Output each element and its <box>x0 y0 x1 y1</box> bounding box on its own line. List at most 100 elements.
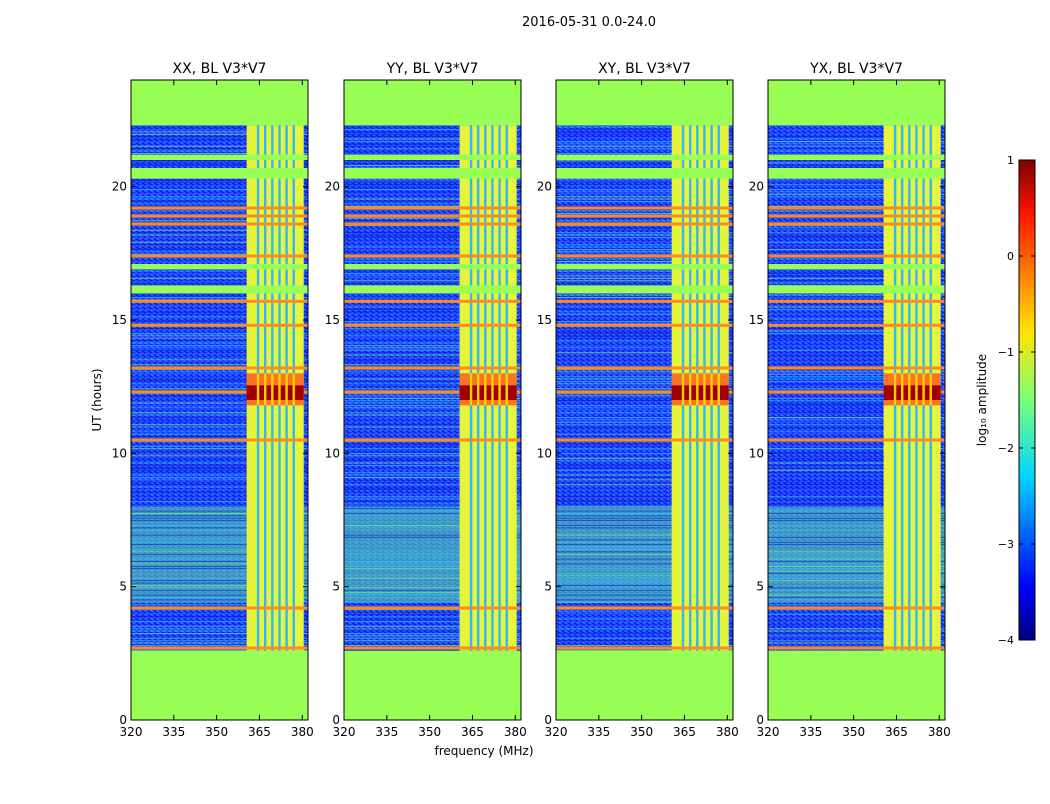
striation-row <box>131 455 308 457</box>
striation-row <box>131 181 308 183</box>
striation-row <box>344 186 521 188</box>
striation-row <box>556 587 733 589</box>
striation-row <box>556 515 733 517</box>
striation-row <box>556 330 733 332</box>
striation-row <box>131 342 308 344</box>
striation-row <box>344 397 521 399</box>
striation-row <box>768 520 945 522</box>
striation-row <box>768 210 945 212</box>
striation-row <box>768 498 945 500</box>
striation-row <box>131 205 308 207</box>
panel-frame <box>130 79 309 721</box>
striation-row <box>131 340 308 342</box>
striation-row <box>556 232 733 234</box>
striation-row <box>131 402 308 404</box>
striation-row <box>556 153 733 154</box>
striation-row <box>768 280 945 282</box>
striation-row <box>556 585 733 586</box>
striation-row <box>344 131 521 133</box>
striation-row <box>344 568 521 570</box>
striation-row <box>768 448 945 450</box>
striation-row <box>556 280 733 282</box>
striation-row <box>768 426 945 428</box>
striation-row <box>344 625 521 627</box>
striation-row <box>131 649 308 651</box>
striation-row <box>768 193 945 195</box>
flagged-gap <box>344 168 521 179</box>
striation-row <box>768 373 945 375</box>
striation-row <box>131 196 308 198</box>
striation-row <box>556 282 733 284</box>
panel-frame <box>555 79 734 721</box>
strong-row <box>344 214 521 218</box>
striation-row <box>131 220 308 222</box>
striation-row <box>131 551 308 553</box>
striation-row <box>344 165 521 166</box>
striation-row <box>768 594 945 596</box>
striation-row <box>768 412 945 414</box>
striation-row <box>131 621 308 622</box>
strong-row <box>556 206 733 210</box>
strong-row <box>556 214 733 218</box>
strong-row <box>768 438 945 442</box>
strong-row <box>556 222 733 226</box>
striation-row <box>768 249 945 250</box>
striation-row <box>344 472 521 474</box>
striation-row <box>556 577 733 579</box>
strong-row <box>131 366 308 370</box>
striation-row <box>344 496 521 498</box>
strong-row <box>556 390 733 394</box>
striation-row <box>556 352 733 354</box>
striation-row <box>768 232 945 234</box>
striation-row <box>131 150 308 152</box>
striation-row <box>556 549 733 550</box>
x-tick-label: 380 <box>716 725 739 739</box>
striation-row <box>768 136 945 138</box>
flagged-gap <box>768 285 945 294</box>
striation-row <box>344 503 521 505</box>
striation-row <box>131 381 308 382</box>
striation-row <box>131 565 308 567</box>
striation-row <box>131 244 308 246</box>
striation-row <box>131 479 308 481</box>
y-tick-label: 0 <box>119 713 127 727</box>
striation-row <box>556 167 733 169</box>
striation-row <box>556 633 733 634</box>
striation-row <box>344 234 521 236</box>
striation-row <box>768 309 945 310</box>
striation-row <box>556 496 733 498</box>
x-tick-label: 335 <box>587 725 610 739</box>
striation-row <box>131 414 308 416</box>
striation-row <box>556 520 733 522</box>
strong-row <box>344 438 521 442</box>
strong-row <box>768 646 945 650</box>
peak-channel <box>285 373 288 406</box>
striation-row <box>768 378 945 380</box>
striation-row <box>344 563 521 565</box>
striation-row <box>344 136 521 138</box>
peak-channel <box>491 373 494 406</box>
striation-row <box>768 503 945 505</box>
striation-row <box>131 645 308 646</box>
x-tick-label: 335 <box>162 725 185 739</box>
peak-channel <box>476 373 480 406</box>
x-tick-label: 320 <box>757 725 780 739</box>
y-tick-label: 5 <box>544 580 552 594</box>
striation-row <box>556 198 733 200</box>
striation-row <box>131 529 308 531</box>
striation-row <box>344 407 521 409</box>
striation-row <box>344 179 521 181</box>
striation-row <box>556 649 733 651</box>
striation-row <box>556 148 733 150</box>
striation-row <box>768 402 945 404</box>
striation-row <box>131 383 308 385</box>
striation-row <box>768 573 945 574</box>
striation-row <box>344 508 521 510</box>
striation-row <box>131 568 308 570</box>
x-tick-label: 380 <box>928 725 951 739</box>
striation-row <box>768 349 945 351</box>
striation-row <box>131 335 308 337</box>
striation-row <box>344 364 521 366</box>
striation-row <box>556 448 733 450</box>
striation-row <box>768 282 945 284</box>
